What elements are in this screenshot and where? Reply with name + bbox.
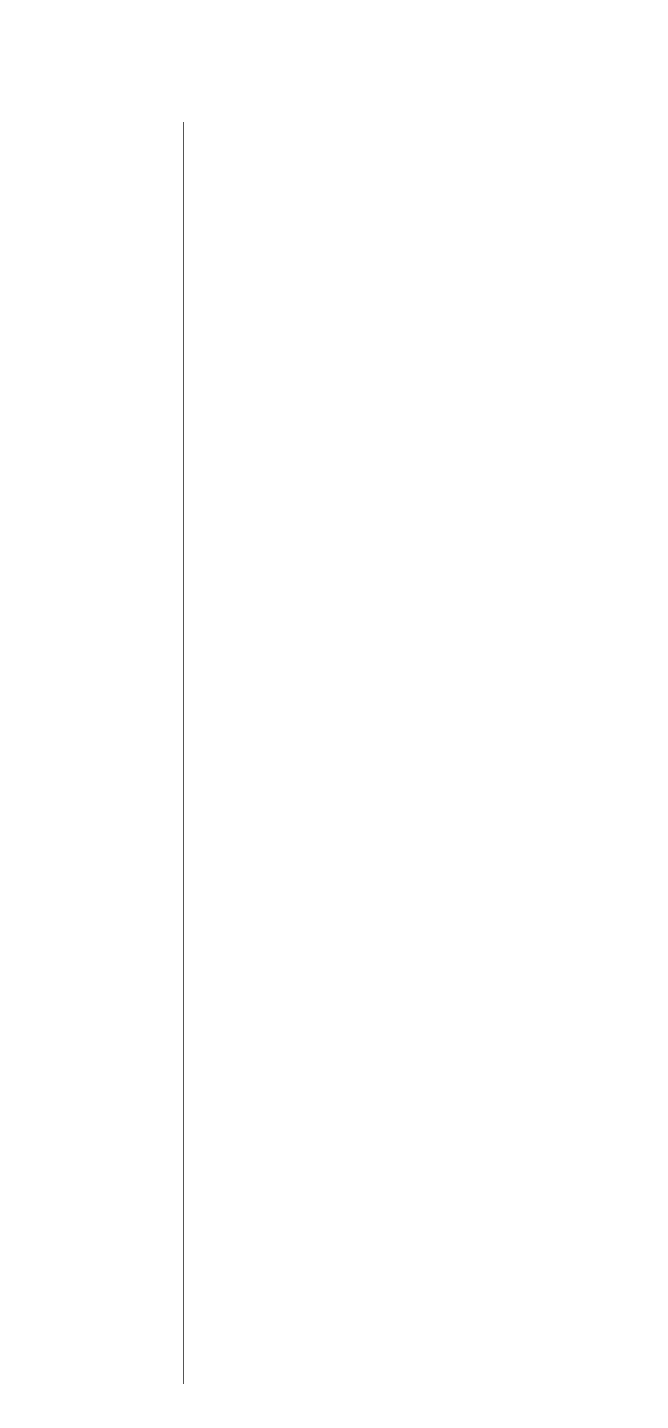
- label-axis-line: [183, 122, 184, 1384]
